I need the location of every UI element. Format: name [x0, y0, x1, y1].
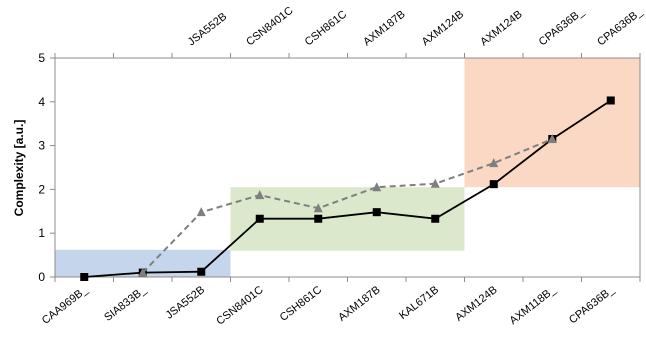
series-1-point — [314, 214, 323, 223]
region-3 — [464, 58, 640, 188]
x-tick-label-bottom: AXM124B — [453, 284, 499, 324]
series-1-point — [255, 214, 264, 223]
x-tick-label-bottom: CPA636B_ — [567, 283, 617, 326]
y-tick-label: 0 — [38, 270, 45, 284]
series-2-point — [547, 134, 557, 144]
x-tick-label-bottom: CSN8401C — [214, 284, 265, 328]
series-2-point — [372, 182, 382, 192]
x-tick-label-bottom: JSA552B — [164, 284, 208, 322]
series-2-point — [196, 207, 206, 217]
series-2-point — [489, 158, 499, 168]
y-axis-label: Complexity [a.u.] — [12, 120, 26, 217]
x-tick-label-top: CPA636B_ — [537, 5, 587, 48]
y-tick-label: 4 — [38, 95, 45, 109]
x-tick-label-top: CPA636B_ — [595, 5, 645, 48]
x-tick-label-bottom: CAA969B_ — [40, 283, 91, 327]
y-tick-label: 1 — [38, 226, 45, 240]
series-1-line — [84, 99, 612, 278]
series-1-point — [606, 96, 615, 105]
y-tick-label: 5 — [38, 51, 45, 65]
y-tick-label: 3 — [38, 139, 45, 153]
series-2-point — [255, 190, 265, 200]
x-tick-label-bottom: SIA833B_ — [102, 283, 149, 323]
series — [80, 96, 615, 281]
series-2-point — [313, 203, 323, 213]
x-tick-label-top: AXM124B — [478, 8, 524, 48]
x-tick-label-bottom: AXM187B — [336, 284, 382, 324]
series-2-line — [142, 138, 553, 274]
highlight-regions — [55, 58, 640, 277]
x-tick-label-top: CSH861C — [303, 8, 349, 48]
series-1-point — [372, 208, 381, 217]
series-2-point — [430, 178, 440, 188]
series-2-point — [138, 267, 148, 277]
series-1-point — [80, 273, 89, 281]
x-tick-label-top: AXM187B — [361, 8, 407, 48]
x-tick-label-top: JSA552B — [186, 11, 230, 49]
series-1-point — [431, 214, 440, 223]
x-tick-label-bottom: CSH861C — [278, 284, 324, 324]
series-1-point — [489, 180, 498, 189]
x-tick-label-top: CSN8401C — [244, 5, 295, 49]
x-tick-label-top: AXM124B — [420, 8, 466, 48]
y-tick-label: 2 — [38, 182, 45, 196]
series-1-point — [197, 267, 206, 276]
axes — [50, 53, 641, 282]
x-tick-label-bottom: AXM118B_ — [508, 283, 559, 327]
x-tick-label-bottom: KAL671B — [397, 284, 441, 322]
